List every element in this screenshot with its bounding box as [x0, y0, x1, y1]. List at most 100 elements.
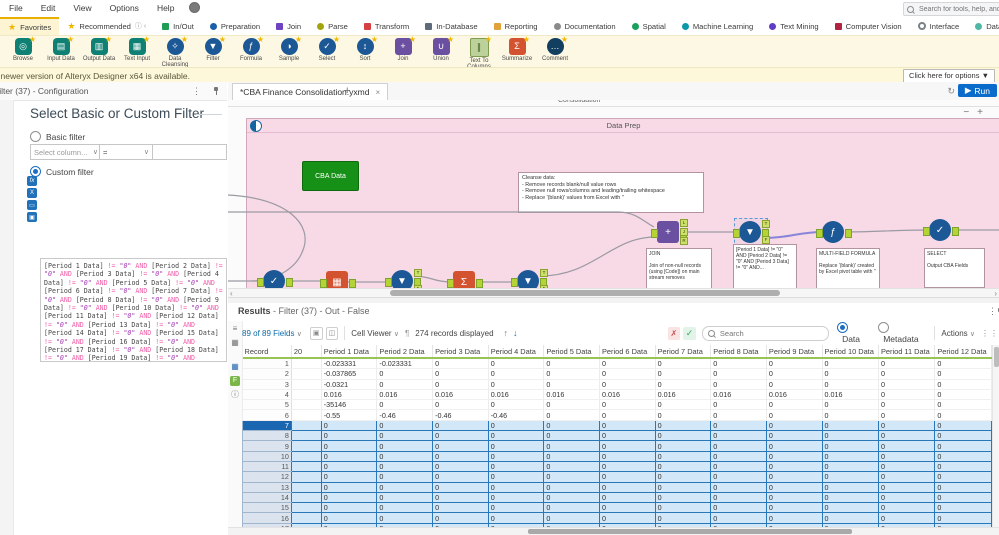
panel-menu-icon[interactable]: ⋮ [192, 85, 201, 96]
cell[interactable]: 0 [710, 399, 767, 411]
table-row[interactable]: 1 -0.023331 -0.023331 0 0 0 0 0 0 0 0 0 0 [242, 358, 992, 370]
menu-edit[interactable]: Edit [40, 3, 56, 13]
summarize-tool[interactable]: Σ [453, 271, 475, 288]
record-number[interactable]: 4 [242, 389, 292, 401]
cell[interactable]: 0 [710, 419, 767, 432]
cell[interactable]: 0 [599, 379, 656, 390]
cell[interactable]: 0 [320, 512, 378, 524]
output-anchor[interactable] [349, 279, 356, 288]
record-number[interactable]: 11 [242, 460, 292, 473]
cell[interactable]: -0.037865 [321, 368, 378, 380]
cell[interactable]: 0 [488, 358, 545, 370]
cell[interactable]: 0 [710, 430, 767, 442]
cell[interactable]: 0 [543, 399, 600, 411]
cell[interactable]: 0 [765, 481, 823, 493]
cell[interactable]: 0 [710, 379, 767, 390]
cell[interactable]: 0 [432, 368, 489, 380]
cleanse-comment[interactable]: Cleanse data: - Remove records blank/nul… [518, 172, 704, 213]
column-header-period-2-data[interactable]: Period 2 Data [376, 345, 434, 359]
t-output-anchor[interactable]: T [540, 269, 548, 277]
cell[interactable]: -0.55 [321, 409, 378, 421]
ribbon-tab-transform[interactable]: Transform [356, 17, 417, 35]
cell[interactable]: 0 [934, 440, 992, 452]
ribbon-tab-in-out[interactable]: In/Out [154, 17, 202, 35]
palette-tool-data-cleansing[interactable]: ★ ✧ Data Cleansing [156, 35, 194, 68]
cell[interactable]: 0 [376, 399, 434, 411]
cell[interactable]: 0 [877, 430, 936, 442]
cell[interactable] [291, 368, 322, 380]
cell[interactable] [290, 471, 322, 483]
cell[interactable]: 0 [821, 440, 880, 452]
filter-a-tool[interactable]: ▼ [391, 270, 413, 288]
ribbon-tab-documentation[interactable]: Documentation [546, 17, 624, 35]
cell[interactable]: 0 [877, 419, 936, 432]
cell[interactable]: 0 [376, 430, 434, 442]
join-tool[interactable]: + [657, 221, 679, 243]
basic-filter-option[interactable]: Basic filter [30, 131, 85, 143]
cell[interactable]: 0 [432, 512, 489, 524]
cell[interactable]: 0 [822, 399, 880, 411]
f-output-anchor[interactable]: F [762, 236, 770, 244]
input-anchor-icon[interactable]: ▦ [231, 362, 239, 371]
filter-annotation[interactable]: [Period 1 Data] != "0" AND [Period 2 Dat… [733, 244, 797, 288]
table-options-icon[interactable]: ◫ [325, 326, 339, 340]
cell[interactable]: 0 [877, 512, 936, 524]
cell[interactable]: 0 [934, 471, 992, 483]
cell[interactable]: 0.016 [822, 389, 880, 401]
cell[interactable]: 0 [934, 368, 992, 380]
cell[interactable]: -35146 [321, 399, 378, 411]
cell[interactable]: 0 [821, 450, 880, 462]
filter-b-tool[interactable]: ▼ [517, 270, 539, 288]
cell[interactable]: 0 [432, 502, 489, 514]
cell[interactable]: 0 [543, 460, 600, 473]
menu-file[interactable]: File [9, 3, 23, 13]
cell[interactable]: 0 [654, 460, 712, 473]
ribbon-tab-computer-vision[interactable]: Computer Vision [827, 17, 910, 35]
cell[interactable]: 0 [320, 522, 378, 527]
vscroll-thumb[interactable] [994, 347, 999, 367]
operator-dropdown[interactable]: = ∨ [99, 144, 153, 160]
cell[interactable]: 0 [766, 358, 823, 370]
results-search-input[interactable] [717, 327, 817, 339]
cell[interactable]: 0 [655, 409, 712, 421]
column-header-20[interactable]: 20 [291, 345, 322, 359]
input-anchor[interactable] [923, 227, 930, 236]
output-anchor[interactable] [845, 229, 852, 238]
cell[interactable]: 0 [598, 419, 656, 432]
cell[interactable]: 0 [821, 522, 880, 527]
record-number[interactable]: 10 [242, 450, 292, 462]
cba-data-tool[interactable]: CBA Data [302, 161, 359, 191]
save-icon[interactable]: ▣ [27, 212, 37, 222]
cell[interactable]: 0 [878, 379, 936, 390]
fields-dropdown[interactable]: 89 of 89 Fields ∨ [242, 328, 302, 338]
cell[interactable]: 0 [710, 440, 767, 452]
cell[interactable] [290, 502, 322, 514]
cell[interactable]: 0 [934, 409, 992, 421]
cell[interactable]: 0 [376, 522, 434, 527]
pin-icon[interactable] [212, 87, 220, 95]
cell[interactable] [290, 419, 322, 432]
cell[interactable]: 0 [765, 450, 823, 462]
f-output-anchor[interactable]: F [540, 285, 548, 288]
cell[interactable] [291, 358, 322, 370]
cell[interactable]: 0 [766, 368, 823, 380]
cell[interactable]: 0 [487, 471, 545, 483]
filter-37-tool[interactable]: ▼ [739, 221, 761, 243]
ribbon-tab-join[interactable]: Join [268, 17, 309, 35]
cell[interactable]: 0.016 [543, 389, 600, 401]
canvas-hscrollbar[interactable]: ‹ › [228, 288, 999, 298]
cell-viewer-dropdown[interactable]: Cell Viewer ∨ [351, 328, 399, 338]
cell[interactable]: 0 [934, 358, 992, 370]
cell[interactable]: 0 [376, 440, 434, 452]
ribbon-tab-in-database[interactable]: In-Database [417, 17, 485, 35]
cell[interactable]: 0.016 [599, 389, 656, 401]
cell[interactable]: 0.016 [376, 389, 434, 401]
cell[interactable]: 0 [710, 460, 767, 473]
globe-icon[interactable] [189, 2, 201, 13]
cell[interactable] [290, 481, 322, 493]
cell[interactable]: 0 [934, 450, 992, 462]
palette-tool-summarize[interactable]: ★ Σ Summarize [498, 35, 536, 68]
cell[interactable]: -0.023331 [376, 358, 434, 370]
cell[interactable]: 0 [543, 409, 600, 421]
